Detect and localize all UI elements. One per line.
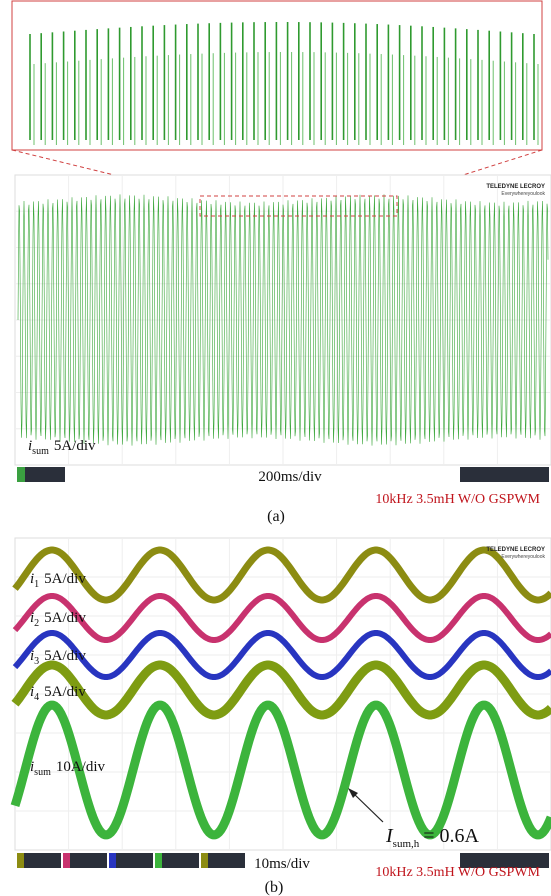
logo-tagline: Everywhereyoulook (501, 191, 545, 197)
trace-scale: 5A/div (44, 610, 86, 626)
trace-subscript: 1 (34, 579, 39, 590)
figure: TELEDYNE LECROY Everywhereyoulook isum5A… (0, 0, 551, 896)
channel-color (17, 853, 24, 868)
caption: (b) (265, 879, 284, 896)
channel-color (17, 467, 25, 482)
trace-subscript: sum (34, 767, 51, 778)
trace-scale: 10A/div (56, 759, 106, 775)
caption: (a) (267, 508, 285, 525)
trace-scale: 5A/div (44, 684, 86, 700)
channel-color (155, 853, 162, 868)
channel-color (201, 853, 208, 868)
trace-scale: 5A/div (44, 571, 86, 587)
logo: TELEDYNE LECROY (486, 547, 545, 553)
timebase-box (460, 467, 549, 482)
timebase: 200ms/div (258, 469, 322, 485)
logo: TELEDYNE LECROY (486, 184, 545, 190)
channel-boxes (17, 853, 245, 868)
condition: 10kHz 3.5mH W/O GSPWM (375, 492, 540, 507)
timebase: 10ms/div (254, 856, 310, 872)
channel-color (63, 853, 70, 868)
trace-subscript: 4 (34, 692, 39, 703)
condition: 10kHz 3.5mH W/O GSPWM (375, 865, 540, 880)
channel-color (109, 853, 116, 868)
trace-subscript: 2 (34, 618, 39, 629)
trace-subscript: 3 (34, 656, 39, 667)
trace-scale: 5A/div (44, 648, 86, 664)
logo-tagline: Everywhereyoulook (501, 554, 545, 560)
